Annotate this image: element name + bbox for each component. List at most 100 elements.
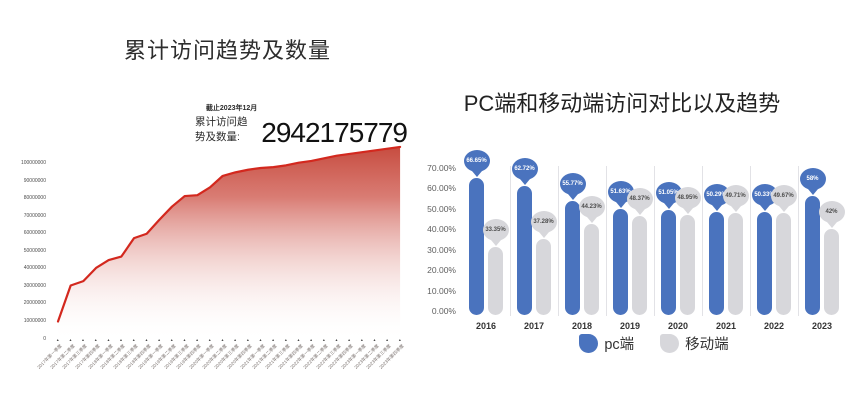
area-y-tick-label: 10000000 bbox=[23, 318, 46, 324]
area-x-tick-mark: ▲ bbox=[157, 338, 161, 342]
area-x-tick-mark: ▲ bbox=[132, 338, 136, 342]
balloon-tail bbox=[807, 189, 818, 196]
balloon-tail bbox=[826, 221, 837, 228]
area-x-tick-mark: ▲ bbox=[322, 338, 326, 342]
area-y-tick-label: 0 bbox=[43, 335, 46, 342]
area-x-tick-mark: ▲ bbox=[56, 338, 60, 342]
pc-value-balloon: 62.72% bbox=[511, 158, 538, 186]
balloon-tail bbox=[471, 171, 482, 178]
mobile-bar-2019 bbox=[632, 215, 647, 315]
balloon-tail bbox=[615, 202, 626, 209]
stat-label: 累计访问趋势及数量: bbox=[195, 116, 248, 143]
bar-y-tick-label: 50.00% bbox=[427, 203, 456, 214]
area-x-tick-mark: ▲ bbox=[360, 338, 364, 342]
legend-item-mobile[interactable]: 移动端 bbox=[660, 333, 729, 354]
balloon-tail bbox=[759, 204, 770, 211]
area-x-tick-mark: ▲ bbox=[220, 338, 225, 342]
bar-y-tick-label: 20.00% bbox=[427, 265, 456, 275]
bar-y-tick-label: 10.00% bbox=[427, 285, 456, 296]
balloon-tail bbox=[730, 206, 741, 213]
bar-y-tick-label: 40.00% bbox=[427, 224, 456, 234]
group-separator bbox=[510, 166, 511, 316]
year-label-2021: 2021 bbox=[715, 321, 737, 331]
area-x-tick-mark: ▲ bbox=[309, 338, 313, 342]
mobile-value-balloon: 44.23% bbox=[578, 196, 605, 224]
pc-bar-2019 bbox=[613, 209, 628, 315]
balloon-tail bbox=[538, 231, 549, 238]
area-x-tick-mark: ▲ bbox=[106, 338, 111, 342]
mobile-value-balloon: 49.71% bbox=[722, 185, 749, 213]
area-y-tick-label: 40000000 bbox=[23, 265, 46, 272]
legend-mobile-label: 移动端 bbox=[685, 337, 729, 353]
pc-value-balloon: 50.29% bbox=[703, 183, 730, 211]
bar-y-tick-label: 70.00% bbox=[427, 162, 456, 173]
mobile-bar-2020 bbox=[680, 214, 695, 315]
year-label-2017: 2017 bbox=[523, 321, 545, 331]
pc-value-balloon: 66.65% bbox=[463, 150, 490, 178]
pc-bar-2020 bbox=[661, 210, 676, 315]
balloon-tail bbox=[586, 217, 597, 224]
area-x-tick-mark: ▲ bbox=[347, 338, 351, 342]
area-y-tick-label: 20000000 bbox=[23, 300, 46, 307]
group-separator bbox=[558, 166, 559, 316]
balloon-tail bbox=[519, 179, 530, 186]
area-y-tick-label: 70000000 bbox=[23, 212, 46, 219]
mobile-bar-2016 bbox=[488, 246, 503, 315]
area-x-tick-mark: ▲ bbox=[195, 338, 199, 342]
mobile-value-balloon: 37.28% bbox=[530, 210, 557, 238]
area-x-tick-mark: ▲ bbox=[284, 338, 288, 342]
area-x-tick-mark: ▲ bbox=[296, 338, 301, 342]
balloon-tail bbox=[567, 193, 578, 200]
pc-bar-2022 bbox=[757, 211, 772, 315]
year-label-2016: 2016 bbox=[475, 321, 497, 331]
area-x-tick-mark: ▲ bbox=[398, 338, 402, 342]
mobile-bar-2017 bbox=[536, 238, 551, 315]
stat-total-value: 2942175779 bbox=[261, 117, 408, 148]
bar-y-tick-label: 0.00% bbox=[431, 306, 456, 316]
mobile-bar-2023 bbox=[824, 228, 839, 315]
mobile-value-balloon: 42% bbox=[818, 200, 845, 228]
pc-bar-2021 bbox=[709, 211, 724, 315]
group-separator bbox=[654, 166, 655, 316]
year-label-2023: 2023 bbox=[811, 321, 833, 331]
pc-value-balloon: 50.33% bbox=[751, 183, 778, 211]
cumulative-stat: 截止2023年12月 累计访问趋势及数量: 2942175779 bbox=[195, 103, 408, 148]
comparison-chart-title: PC端和移动端访问对比以及趋势 bbox=[463, 91, 781, 116]
legend-pc-label: pc端 bbox=[604, 337, 635, 353]
area-x-tick-mark: ▲ bbox=[119, 338, 123, 342]
balloon-tail bbox=[711, 204, 722, 211]
group-separator bbox=[702, 166, 703, 316]
area-line bbox=[56, 145, 402, 323]
bar-y-tick-label: 60.00% bbox=[427, 183, 456, 193]
area-y-tick-label: 60000000 bbox=[23, 230, 46, 237]
area-x-tick-mark: ▲ bbox=[68, 338, 73, 342]
year-label-2022: 2022 bbox=[763, 321, 785, 331]
area-chart-svg bbox=[56, 145, 402, 339]
group-separator bbox=[606, 166, 607, 316]
area-x-tick-mark: ▲ bbox=[334, 338, 339, 342]
mobile-value-balloon: 49.67% bbox=[770, 185, 797, 213]
balloon-tail bbox=[682, 207, 693, 214]
area-y-tick-label: 90000000 bbox=[23, 177, 46, 184]
area-x-tick-mark: ▲ bbox=[246, 338, 250, 342]
pc-bar-2016 bbox=[469, 178, 484, 315]
year-label-2019: 2019 bbox=[619, 321, 641, 331]
area-y-tick-label: 80000000 bbox=[23, 195, 46, 202]
pc-bar-2023 bbox=[805, 196, 820, 315]
area-x-tick-mark: ▲ bbox=[144, 338, 149, 342]
mobile-series-icon bbox=[660, 334, 680, 353]
area-x-tick-mark: ▲ bbox=[233, 338, 237, 342]
area-x-tick-mark: ▲ bbox=[208, 338, 212, 342]
balloon-tail bbox=[634, 208, 645, 215]
group-separator bbox=[798, 166, 799, 316]
legend-item-pc[interactable]: pc端 bbox=[579, 333, 634, 354]
area-x-tick-mark: ▲ bbox=[385, 338, 389, 342]
area-x-tick-mark: ▲ bbox=[170, 338, 174, 342]
area-fill bbox=[58, 146, 401, 339]
pc-series-icon bbox=[579, 334, 599, 353]
area-x-tick-mark: ▲ bbox=[271, 338, 275, 342]
pc-value-balloon: 58% bbox=[799, 168, 826, 196]
mobile-bar-2022 bbox=[776, 213, 791, 315]
bar-y-tick-label: 30.00% bbox=[427, 244, 456, 255]
